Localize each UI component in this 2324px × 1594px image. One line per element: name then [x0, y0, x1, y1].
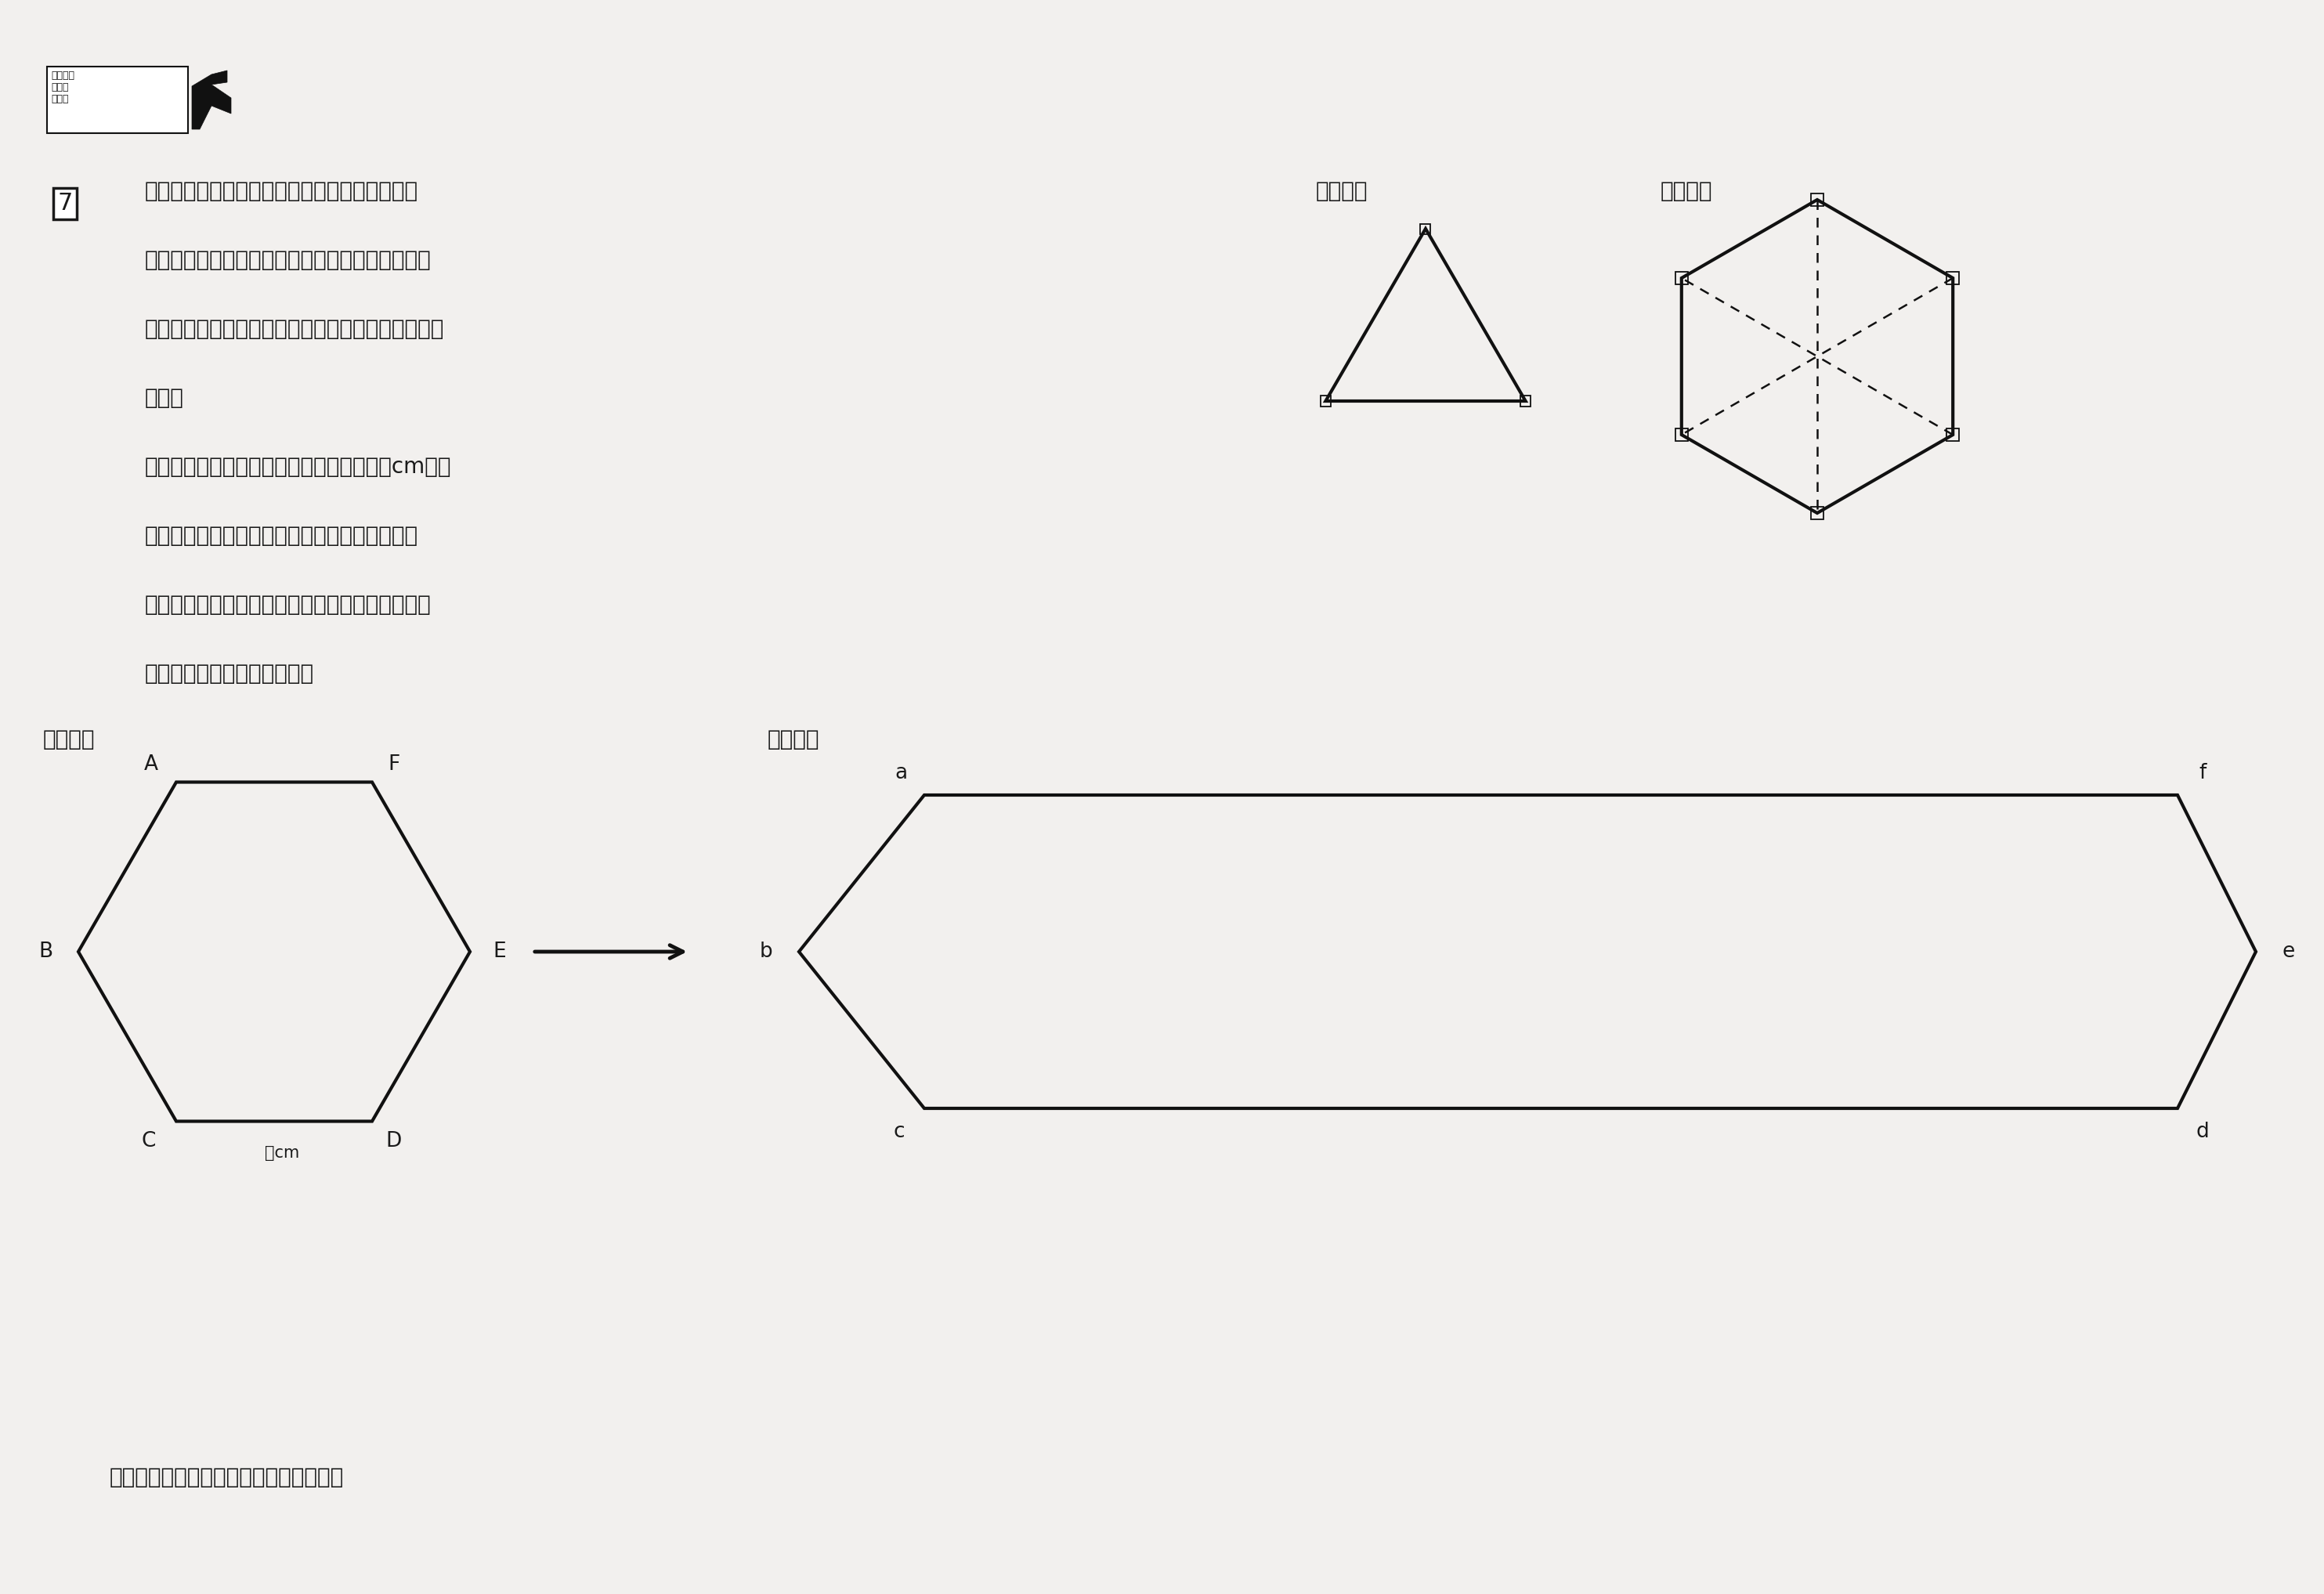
Text: e: e [2282, 942, 2296, 961]
FancyBboxPatch shape [46, 67, 188, 134]
Text: （図３）: （図３） [44, 728, 95, 751]
Bar [1948, 429, 1959, 442]
Text: 全国統一
小学生
テスト: 全国統一 小学生 テスト [51, 70, 74, 104]
Bar [1810, 193, 1824, 206]
Text: f: f [2199, 764, 2205, 783]
Text: 長さだけ横にのばして，（図４）のような六角形: 長さだけ横にのばして，（図４）のような六角形 [144, 593, 432, 615]
Text: F: F [388, 754, 400, 775]
Text: B: B [37, 942, 53, 961]
Bar [1676, 273, 1687, 284]
Text: d: d [2196, 1122, 2210, 1141]
Text: ２cm: ２cm [265, 1144, 300, 1160]
Text: いま，（図３）のような１辺の長さが２cmの正: いま，（図３）のような１辺の長さが２cmの正 [144, 456, 451, 478]
Text: c: c [892, 1122, 904, 1141]
Text: （図１）: （図１） [1315, 180, 1369, 202]
Text: （図１）のような３つの辺の長さがすべて同じ: （図１）のような３つの辺の長さがすべて同じ [144, 180, 418, 202]
Text: E: E [493, 942, 507, 961]
Text: ます。: ます。 [144, 387, 184, 410]
Bar [1810, 507, 1824, 520]
Text: （図４）: （図４） [767, 728, 820, 751]
Polygon shape [193, 70, 230, 129]
Text: 7: 7 [58, 191, 72, 215]
Text: b: b [760, 942, 772, 961]
Text: 六角形ＡＢＣＤＥＦの，辺ＡＦと辺ＣＤを同じ: 六角形ＡＢＣＤＥＦの，辺ＡＦと辺ＣＤを同じ [144, 524, 418, 547]
Bar [1948, 273, 1959, 284]
Text: a: a [895, 764, 906, 783]
Bar [1320, 395, 1332, 406]
Text: 三角形を「正三角形」といい，これを６こ組み合: 三角形を「正三角形」といい，これを６こ組み合 [144, 249, 432, 271]
Text: D: D [386, 1130, 402, 1151]
Text: A: A [144, 754, 158, 775]
Text: わせた（図２）のような図形を「正六角形」といい: わせた（図２）のような図形を「正六角形」といい [144, 319, 444, 340]
Bar [1520, 395, 1532, 406]
Text: C: C [142, 1130, 156, 1151]
Bar [1420, 223, 1432, 234]
Text: （図２）: （図２） [1662, 180, 1713, 202]
Bar [1676, 429, 1687, 442]
Text: ａｂｃｄｅｆを作りました。: ａｂｃｄｅｆを作りました。 [144, 663, 314, 684]
Text: これについて，次の問いに答えなさい。: これについて，次の問いに答えなさい。 [109, 1466, 344, 1489]
